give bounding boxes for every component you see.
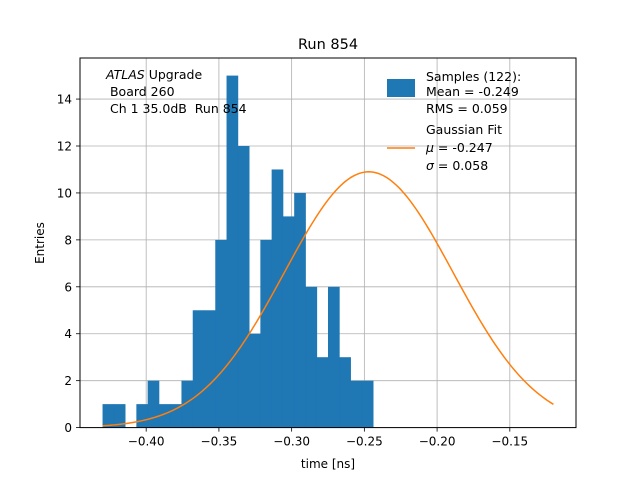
- y-tick-label: 6: [64, 280, 72, 294]
- x-tick-label: −0.40: [128, 435, 165, 449]
- y-tick-label: 0: [64, 421, 72, 435]
- histogram-bar: [249, 333, 261, 428]
- x-axis-label: time [ns]: [301, 457, 355, 471]
- x-tick-label: −0.20: [419, 435, 456, 449]
- histogram-bar: [260, 239, 273, 428]
- gaussian-fit-line: [102, 171, 554, 427]
- legend-fit-sigma: σ = 0.058: [426, 158, 488, 173]
- legend-fit-mu: μ = -0.247: [425, 140, 493, 155]
- annotation-line-1: ATLAS Upgrade: [105, 67, 202, 82]
- annotation-atlas: ATLAS: [105, 67, 145, 82]
- x-tick-label: −0.15: [491, 435, 528, 449]
- histogram-bar: [328, 286, 340, 428]
- atlas-annotation: ATLAS Upgrade Board 260 Ch 1 35.0dB Run …: [105, 67, 247, 116]
- histogram-bar: [136, 404, 149, 428]
- histogram-bar: [237, 146, 250, 428]
- histogram-bar: [339, 357, 351, 428]
- histogram-bar: [113, 404, 126, 428]
- legend-fit-title: Gaussian Fit: [426, 122, 502, 137]
- y-tick-label: 8: [64, 233, 72, 247]
- x-tick-label: −0.30: [273, 435, 310, 449]
- y-axis-label: Entries: [33, 222, 47, 264]
- histogram-bar: [204, 310, 216, 428]
- legend-samples-mean: Mean = -0.249: [426, 84, 519, 99]
- histogram-bar: [158, 404, 171, 428]
- x-tick-label: −0.25: [346, 435, 383, 449]
- histogram-bar: [192, 310, 205, 428]
- histogram-bar: [102, 404, 115, 428]
- annotation-upgrade: Upgrade: [145, 67, 203, 82]
- annotation-line-3: Ch 1 35.0dB Run 854: [106, 101, 247, 116]
- histogram-bar: [226, 75, 239, 428]
- histogram-bars: [102, 75, 374, 428]
- legend-samples-swatch: [387, 79, 415, 97]
- y-tick-label: 10: [57, 186, 72, 200]
- y-tick-label: 12: [57, 140, 72, 154]
- x-axis-ticks: −0.40 −0.35 −0.30 −0.25 −0.20 −0.15: [128, 427, 528, 449]
- plot-frame: [79, 57, 577, 429]
- legend-samples-title: Samples (122):: [426, 69, 521, 84]
- annotation-line-2: Board 260: [106, 84, 175, 99]
- gaussian-fit: [102, 171, 554, 427]
- histogram-bar: [350, 380, 363, 428]
- y-tick-label: 2: [64, 374, 72, 388]
- histogram-bar: [316, 357, 329, 428]
- histogram-bar: [282, 216, 295, 428]
- legend-mu-symbol: μ: [425, 140, 434, 155]
- histogram-bar: [271, 169, 284, 428]
- histogram-bar: [147, 380, 160, 428]
- chart-title: Run 854: [298, 37, 358, 53]
- histogram-bar: [215, 239, 227, 428]
- legend-samples-rms: RMS = 0.059: [426, 101, 508, 116]
- histogram-bar: [181, 380, 194, 428]
- histogram-bar: [361, 380, 374, 428]
- histogram-bar: [170, 404, 182, 428]
- legend: Samples (122): Mean = -0.249 RMS = 0.059…: [387, 69, 521, 173]
- legend-sigma-symbol: σ: [426, 158, 435, 173]
- y-tick-label: 14: [57, 93, 72, 107]
- legend-sigma-value: = 0.058: [434, 158, 488, 173]
- legend-mu-value: = -0.247: [434, 140, 493, 155]
- histogram-bar: [294, 192, 306, 428]
- y-axis-ticks: 0 2 4 6 8 10 12 14: [57, 93, 80, 435]
- histogram-bar: [305, 286, 318, 428]
- x-tick-label: −0.35: [201, 435, 238, 449]
- y-tick-label: 4: [64, 327, 72, 341]
